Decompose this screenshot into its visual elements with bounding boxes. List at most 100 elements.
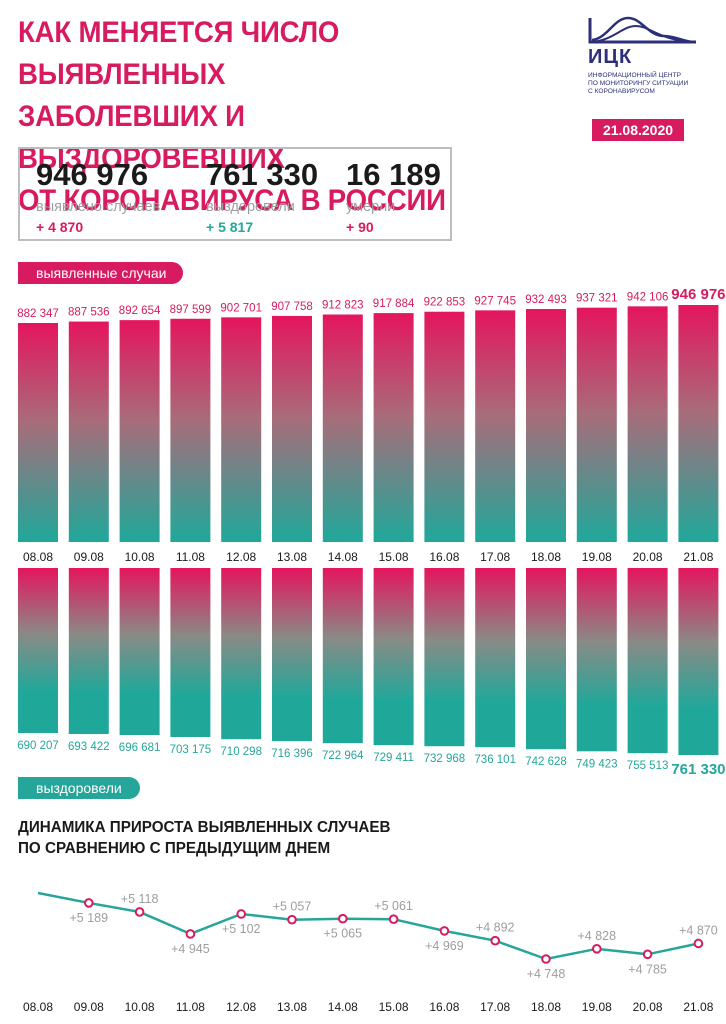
logo-subtitle: ИНФОРМАЦИОННЫЙ ЦЕНТР ПО МОНИТОРИНГУ СИТУ… [588,72,718,96]
stat-recovered-value: 761 330 [206,157,319,192]
growth-point [592,944,602,954]
recovered-value-label: 729 411 [373,752,414,764]
growth-date-tick-label: 10.08 [125,1000,155,1014]
growth-point [388,914,399,924]
logo-subtitle-line: ПО МОНИТОРИНГУ СИТУАЦИИ [588,80,689,87]
cases-bar [424,311,465,542]
recovered-bar [119,568,160,736]
stat-cases-label: выявлено случаев [36,199,161,215]
stat-cases: 946 976 выявлено случаев + 4 870 [36,157,160,235]
growth-date-tick-label: 16.08 [429,1000,459,1014]
cases-bar [526,309,566,542]
growth-title-line: ПО СРАВНЕНИЮ С ПРЕДЫДУЩИМ ДНЕМ [18,840,331,857]
recovered-bar [68,568,109,734]
cases-bar [170,318,211,542]
logo: ИЦК ИНФОРМАЦИОННЫЙ ЦЕНТР ПО МОНИТОРИНГУ … [588,14,708,95]
cases-value-label: 902 701 [220,302,262,314]
recovered-value-label: 749 423 [576,758,618,770]
stat-cases-value: 946 976 [36,157,149,192]
section-label-cases: выявленные случаи [18,262,183,284]
date-tick-label: 13.08 [277,550,307,564]
recovered-value-label: 761 330 [671,761,725,778]
recovered-bar [678,568,719,755]
cases-value-label: 887 536 [68,307,110,319]
growth-value-label: +4 945 [171,942,210,956]
growth-point [490,935,501,946]
date-tick-label: 14.08 [328,550,358,564]
recovered-value-label: 755 513 [627,760,669,772]
recovered-bar [18,568,58,733]
date-tick-label: 18.08 [531,550,561,564]
cases-value-label: 897 599 [170,304,212,316]
recovered-bar-chart: 690 207 693 422 696 681 703 175 710 298 716 3… [17,568,726,778]
recovered-value-label: 703 175 [170,744,212,756]
growth-value-label: +4 892 [476,921,515,935]
date-tick-label: 19.08 [582,550,612,564]
growth-value-label: +4 870 [679,923,718,937]
date-tick-label: 15.08 [379,550,409,564]
stat-cases-delta: + 4 870 [36,219,84,235]
logo-subtitle-line: С КОРОНАВИРУСОМ [588,88,655,95]
growth-date-tick-label: 13.08 [277,1000,307,1014]
growth-date-tick-label: 09.08 [74,1000,104,1014]
recovered-bar [627,568,668,754]
logo-name: ИЦК [588,46,633,68]
recovered-bar [170,568,211,738]
cases-bar [18,323,58,542]
growth-date-tick-label: 21.08 [683,1000,713,1014]
growth-point [338,913,348,924]
date-tick-label: 10.08 [125,550,155,564]
growth-value-label: +5 061 [374,899,413,913]
cases-value-label: 946 976 [671,286,725,303]
recovered-value-label: 742 628 [525,756,567,768]
cases-bar [678,305,719,542]
growth-chart-title: ДИНАМИКА ПРИРОСТА ВЫЯВЛЕННЫХ СЛУЧАЕВ ПО … [18,817,391,859]
growth-date-tick-label: 19.08 [582,1000,612,1014]
recovered-value-label: 736 101 [474,754,516,766]
recovered-value-label: 716 396 [271,748,313,760]
growth-point [693,938,704,949]
cases-bar-chart: 882 347 08.08 887 536 09.08 892 654 10.08 897 … [17,286,725,564]
growth-line-chart: 08.08 +5 189 09.08 +5 118 10.08 +4 945 11.08 +5… [23,891,718,1014]
cases-bar [576,307,617,542]
growth-point [185,929,196,939]
growth-point [287,914,297,925]
cases-value-label: 932 493 [525,294,567,306]
title-line: КАК МЕНЯЕТСЯ ЧИСЛО ВЫЯВЛЕННЫХ [18,16,340,91]
recovered-value-label: 690 207 [17,740,59,752]
growth-value-label: +5 057 [273,900,312,914]
recovered-bar [322,568,363,744]
growth-value-label: +4 828 [578,929,617,943]
growth-value-label: +4 969 [425,939,464,953]
growth-value-label: +4 748 [527,967,566,981]
section-label-recovered: выздоровели [18,777,140,799]
recovered-bar [221,568,262,740]
growth-value-label: +5 118 [121,892,159,906]
recovered-bar [424,568,465,747]
stat-recovered-label: выздоровели [206,199,295,215]
growth-value-label: +5 102 [222,922,261,936]
cases-bar [475,310,516,542]
date-tick-label: 21.08 [683,550,713,564]
logo-subtitle-line: ИНФОРМАЦИОННЫЙ ЦЕНТР [588,72,681,79]
cases-bar [373,313,414,542]
cases-value-label: 942 106 [627,291,669,303]
cases-bar [68,321,109,542]
growth-point [642,949,653,960]
growth-date-tick-label: 11.08 [176,1000,205,1014]
cases-bar [627,306,668,542]
cases-bar [272,315,312,542]
title-line: ОТ КОРОНАВИРУСА В РОССИИ [18,184,446,217]
cases-value-label: 937 321 [576,293,618,305]
growth-date-tick-label: 08.08 [23,1000,53,1014]
growth-date-tick-label: 18.08 [531,1000,561,1014]
date-badge: 21.08.2020 [592,119,684,141]
recovered-bar [576,568,617,752]
growth-point [541,954,551,964]
date-tick-label: 20.08 [633,550,663,564]
cases-bar [119,320,160,542]
recovered-bar [475,568,516,748]
stat-deaths: 16 189 умерли + 90 [346,157,441,235]
cases-value-label: 927 745 [474,295,516,307]
